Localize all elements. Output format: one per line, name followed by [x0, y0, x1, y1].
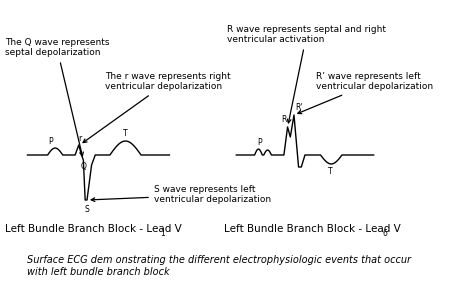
Text: R wave represents septal and right
ventricular activation: R wave represents septal and right ventr… [227, 25, 386, 123]
Text: Surface ECG dem onstrating the different electrophysiologic events that occur
wi: Surface ECG dem onstrating the different… [27, 255, 411, 277]
Text: S: S [85, 205, 90, 214]
Text: R’ wave represents left
ventricular depolarization: R’ wave represents left ventricular depo… [298, 72, 433, 114]
Text: T: T [123, 129, 128, 138]
Text: The Q wave represents
septal depolarization: The Q wave represents septal depolarizat… [5, 38, 109, 156]
Text: T: T [328, 167, 333, 176]
Text: 6: 6 [383, 229, 388, 238]
Text: Q: Q [81, 162, 86, 171]
Text: R: R [281, 115, 287, 124]
Text: The r wave represents right
ventricular depolarization: The r wave represents right ventricular … [83, 72, 231, 143]
Text: P: P [257, 138, 262, 147]
Text: Left Bundle Branch Block - Lead V: Left Bundle Branch Block - Lead V [224, 224, 401, 234]
Text: P: P [48, 137, 53, 146]
Text: R': R' [295, 103, 302, 112]
Text: r: r [78, 134, 82, 143]
Text: S wave represents left
ventricular depolarization: S wave represents left ventricular depol… [91, 185, 271, 205]
Text: 1: 1 [160, 229, 165, 238]
Text: Left Bundle Branch Block - Lead V: Left Bundle Branch Block - Lead V [5, 224, 182, 234]
